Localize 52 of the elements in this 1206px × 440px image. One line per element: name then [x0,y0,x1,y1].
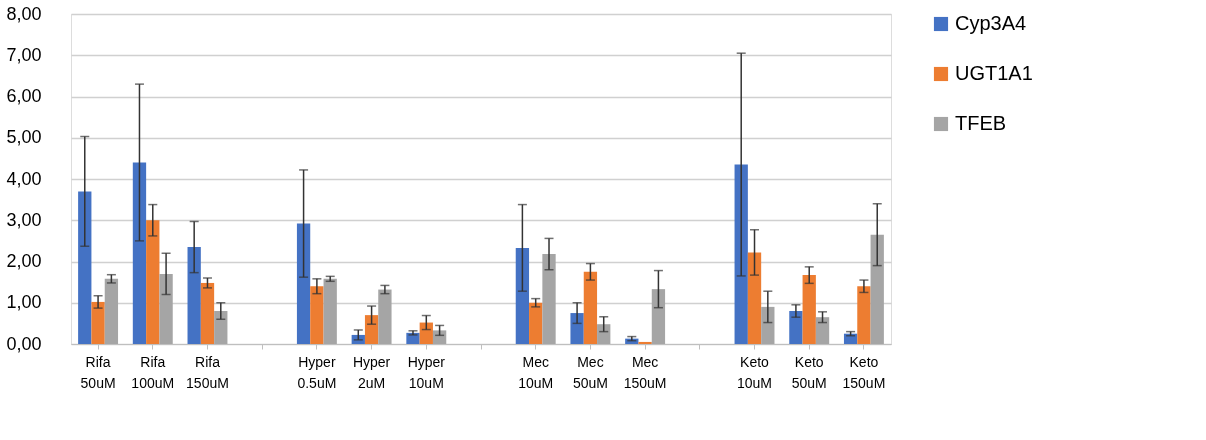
x-tick-label: Hyper 0.5uM [297,353,337,391]
bar [310,286,324,344]
y-tick-label: 2,00 [6,251,42,271]
bar [597,324,611,344]
x-tick-label: Hyper 10uM [407,353,446,391]
bar [815,317,830,344]
legend-label: UGT1A1 [955,62,1033,84]
bar [638,341,652,344]
bar [159,273,173,344]
bar [78,191,92,344]
bar [187,247,201,344]
x-tick-label: Keto 50uM [791,353,827,391]
bar [132,162,147,344]
bar [583,271,598,344]
bar [432,330,447,344]
y-tick-label: 7,00 [6,44,42,65]
bar [515,247,530,344]
bar [214,311,228,344]
y-tick-label: 3,00 [6,209,42,230]
bar [789,311,803,344]
x-tick-label: Hyper 2uM [352,353,391,391]
bar [296,223,311,344]
bar [857,286,871,344]
x-tick-label: Mec 150uM [623,353,667,391]
bar [651,289,666,344]
y-tick-label: 6,00 [6,86,42,106]
y-tick-label: 0,00 [6,333,42,354]
y-tick-label: 8,00 [6,3,42,24]
x-tick-label: Keto 150uM [842,353,886,391]
bar [570,313,584,344]
y-tick-label: 4,00 [6,168,42,189]
bar [91,301,105,344]
x-tick-label: Rifa 50uM [80,353,116,391]
bar [146,220,160,344]
x-tick-label: Rifa 100uM [131,353,175,391]
x-tick-label: Keto 10uM [737,353,773,391]
bar [419,322,433,344]
bar [364,315,379,344]
y-tick-label: 5,00 [6,127,42,148]
x-tick-label: Mec 10uM [518,353,554,391]
bar [747,252,762,344]
bar [542,254,556,344]
legend-label: Cyp3A4 [955,12,1027,34]
legend-label: TFEB [955,112,1007,134]
y-tick-label: 1,00 [6,292,42,313]
bar [870,234,884,344]
x-tick-label: Rifa 150uM [186,353,229,391]
bar [200,282,215,344]
bar [734,164,748,344]
x-tick-label: Mec 50uM [572,353,608,391]
bar [802,275,816,344]
bar [761,306,775,344]
